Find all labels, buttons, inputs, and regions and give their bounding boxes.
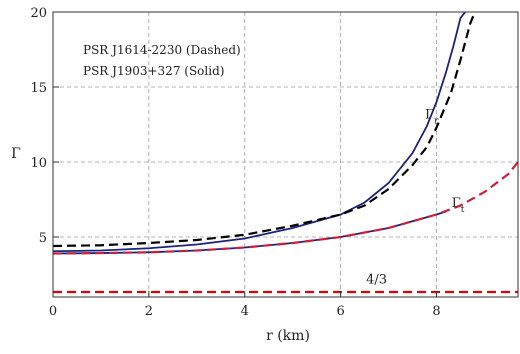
tick-labels: 0 2 4 6 8 5 10 15 20 [30,6,440,319]
series-line-0 [53,12,466,253]
series-line-3 [53,161,518,255]
y-axis-label: Γ [11,146,21,162]
y-tick-label: 20 [30,6,47,21]
x-tick-label: 2 [145,304,153,319]
series-layer [53,12,518,294]
y-tick-label: 5 [39,231,47,246]
annotation-0: Γr [425,108,439,127]
x-tick-label: 6 [336,304,344,319]
plot-frame [52,11,519,298]
x-tick-label: 0 [49,304,57,319]
legend: PSR J1614-2230 (Dashed) PSR J1903+327 (S… [83,43,241,78]
legend-line-2: PSR J1903+327 (Solid) [83,64,224,78]
annotation-2: 4/3 [366,273,387,288]
series-line-1 [53,12,476,248]
y-tick-label: 15 [30,81,47,96]
annotations: Γr Γt 4/3 [366,108,465,288]
x-tick-label: 8 [432,304,440,319]
annotation-1: Γt [452,196,465,215]
legend-line-1: PSR J1614-2230 (Dashed) [83,43,241,57]
x-axis-label: r (km) [266,328,310,344]
y-tick-label: 10 [30,156,47,171]
axis-labels: r (km) Γ [11,146,310,344]
axes [52,11,519,298]
x-tick-label: 4 [241,304,249,319]
